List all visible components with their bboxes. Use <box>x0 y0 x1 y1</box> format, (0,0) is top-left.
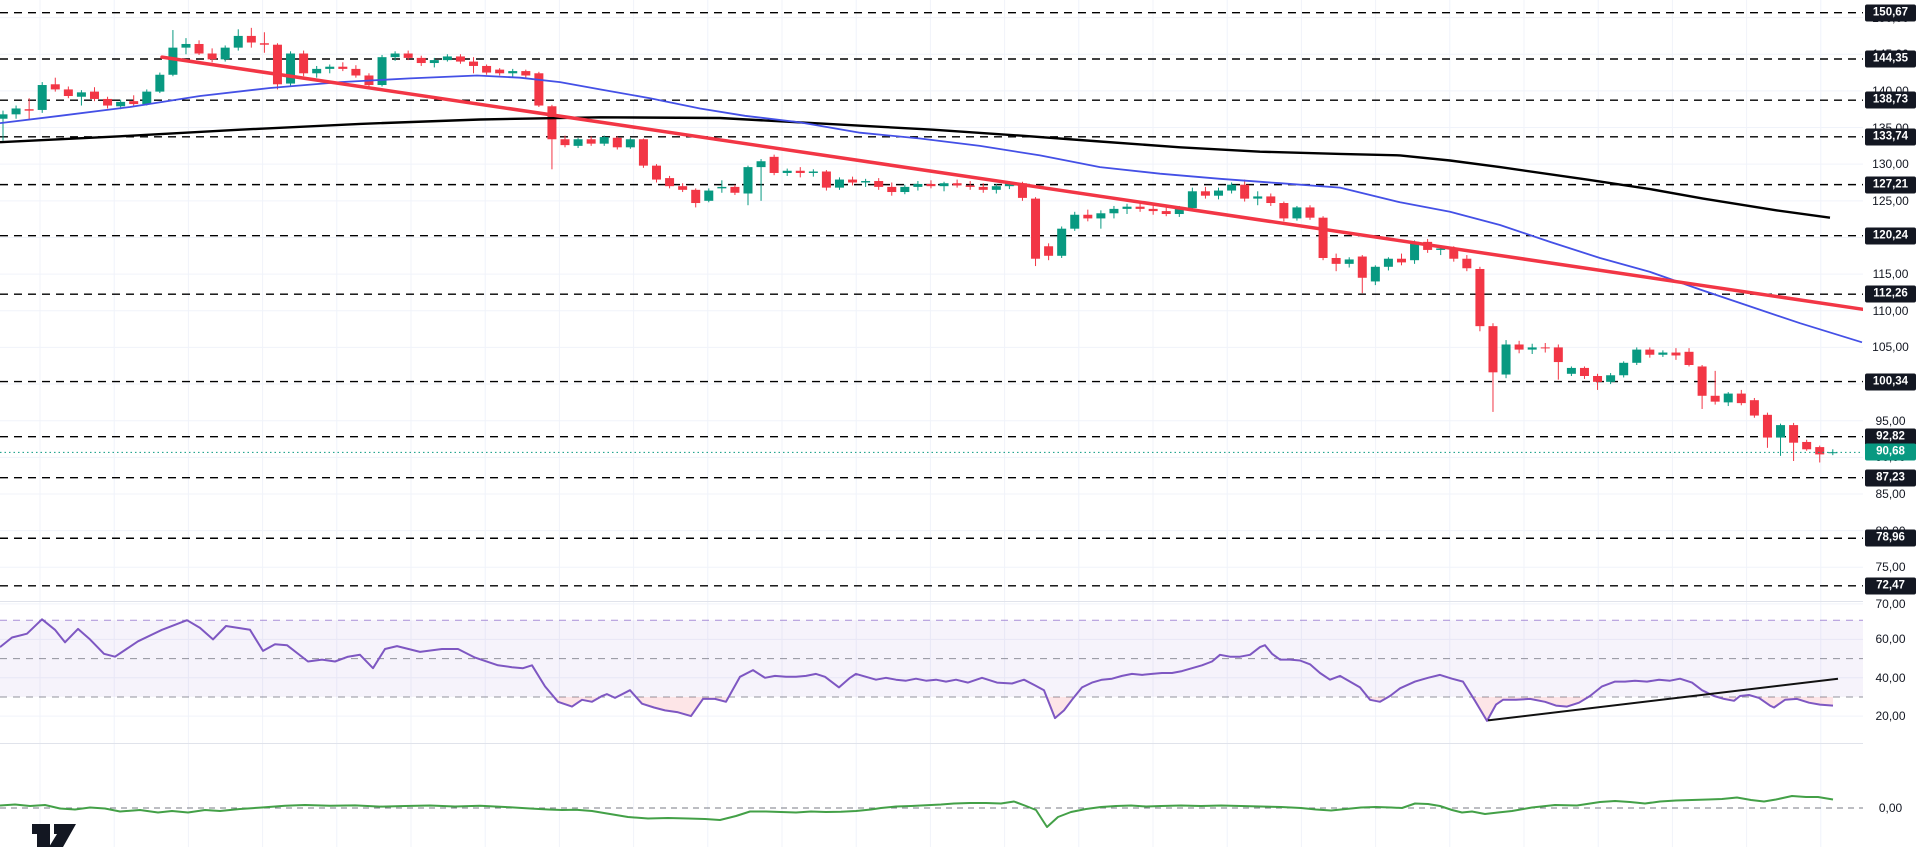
ma-slow-line <box>0 116 1831 219</box>
ma-fast-line <box>0 74 1863 344</box>
rsi-line <box>0 618 1834 722</box>
price-tick-label: 105,00 <box>1872 340 1909 355</box>
sr-level-badge: 150,67 <box>1865 4 1916 22</box>
sr-level-badge: 72,47 <box>1865 577 1916 595</box>
sr-level-badge: 120,24 <box>1865 227 1916 245</box>
sr-level-badge: 144,35 <box>1865 50 1916 68</box>
price-axis[interactable]: 150,00145,00140,00135,00130,00125,00120,… <box>1863 0 1918 847</box>
sr-level-badge: 78,96 <box>1865 529 1916 547</box>
rsi-oversold-fill <box>553 697 1833 721</box>
sr-level-badge: 133,74 <box>1865 128 1916 146</box>
sr-level-badge: 138,73 <box>1865 91 1916 109</box>
panel-separators <box>0 601 1918 744</box>
price-tick-label: 95,00 <box>1875 413 1906 428</box>
price-tick-label: 70,00 <box>1875 596 1906 611</box>
sr-level-badge: 92,82 <box>1865 428 1916 446</box>
price-tick-label: 115,00 <box>1872 267 1909 282</box>
rsi-tick-label: 40,00 <box>1875 670 1906 685</box>
price-tick-label: 130,00 <box>1872 157 1909 172</box>
price-tick-label: 85,00 <box>1875 486 1906 501</box>
rsi-band <box>0 619 1863 698</box>
rsi-indicator <box>0 618 1839 722</box>
sr-level-badge: 127,21 <box>1865 176 1916 194</box>
momentum-indicator <box>0 795 1863 828</box>
grid-lines <box>0 0 1863 847</box>
rsi-trendline <box>1487 677 1839 722</box>
price-tick-label: 110,00 <box>1872 303 1909 318</box>
rsi-tick-label: 60,00 <box>1875 632 1906 647</box>
support-resistance-lines <box>0 11 1863 587</box>
price-tick-label: 125,00 <box>1872 193 1909 208</box>
descending-trendline <box>160 55 1865 312</box>
moving-averages <box>0 55 1865 344</box>
momentum-tick-label: 0,00 <box>1878 801 1903 815</box>
momentum-line <box>0 795 1834 828</box>
current-price-badge: 90,68 <box>1865 443 1916 461</box>
tradingview-logo-icon[interactable] <box>28 812 88 847</box>
sr-level-badge: 112,26 <box>1865 285 1916 303</box>
rsi-tick-label: 20,00 <box>1875 709 1906 724</box>
sr-level-badge: 87,23 <box>1865 469 1916 487</box>
sr-level-badge: 100,34 <box>1865 373 1916 391</box>
price-tick-label: 75,00 <box>1875 560 1906 575</box>
